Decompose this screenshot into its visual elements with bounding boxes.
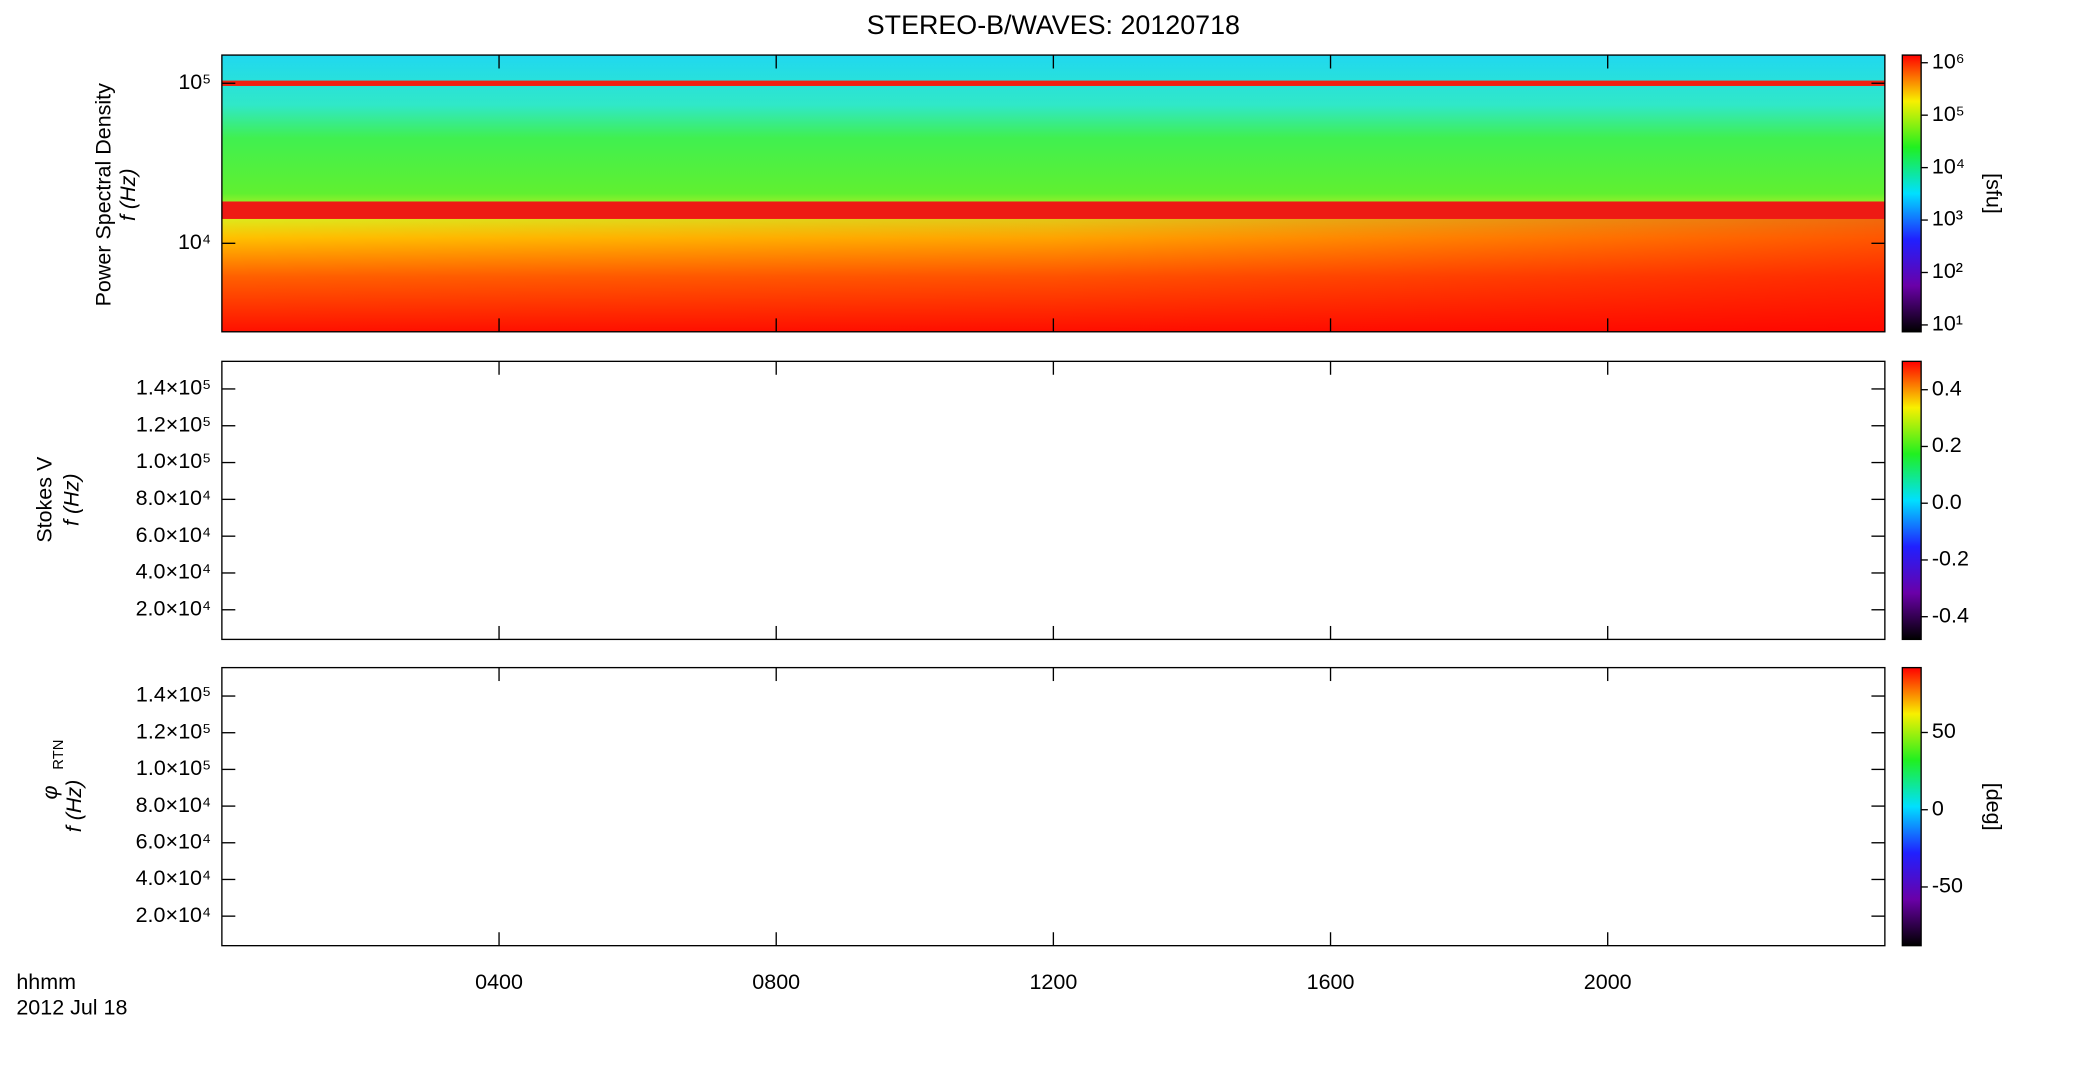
y-tick-label: 6.0×10⁴	[136, 829, 212, 853]
y-tick-label: 1.0×10⁵	[136, 756, 211, 780]
y-tick-label: 2.0×10⁴	[136, 596, 212, 620]
x-axis-label: hhmm	[16, 970, 76, 994]
colorbar-tick-label: 10³	[1932, 207, 1963, 231]
chart-title: STEREO-B/WAVES: 20120718	[867, 10, 1240, 40]
spectrogram	[221, 55, 1885, 332]
colorbar-tick-label: -0.4	[1932, 603, 1969, 627]
x-tick-label: 1200	[1029, 970, 1077, 994]
colorbar	[1901, 666, 1922, 947]
y-tick-label: 10⁴	[178, 230, 211, 254]
y-tick-label: 1.4×10⁵	[136, 683, 211, 707]
y-tick-label: 1.4×10⁵	[136, 376, 211, 400]
colorbar-label: [deg]	[1982, 783, 2006, 831]
colorbar-tick-label: 0.4	[1932, 376, 1962, 400]
colorbar-tick-label: 10⁶	[1932, 49, 1965, 73]
colorbar-tick-label: 10²	[1932, 259, 1963, 283]
y-tick-label: 4.0×10⁴	[136, 560, 212, 584]
y-tick-label: 6.0×10⁴	[136, 523, 212, 547]
x-tick-label: 0400	[475, 970, 523, 994]
colorbar	[1901, 54, 1922, 333]
x-tick-label: 1600	[1307, 970, 1355, 994]
y-label: f (Hz)	[116, 169, 140, 222]
y-label: f (Hz)	[59, 473, 83, 526]
colorbar-tick-label: 0.0	[1932, 490, 1962, 514]
colorbar-tick-label: 10¹	[1932, 312, 1963, 336]
x-tick-label: 0800	[752, 970, 800, 994]
x-tick-label: 2000	[1584, 970, 1632, 994]
colorbar-tick-label: 0	[1932, 796, 1944, 820]
y-label: f (Hz)	[62, 780, 86, 833]
y-tick-label: 8.0×10⁴	[136, 793, 212, 817]
emission-line	[221, 80, 1885, 86]
y-tick-label: 1.2×10⁵	[136, 412, 211, 436]
colorbar-tick-label: -50	[1932, 874, 1963, 898]
y-tick-label: 1.2×10⁵	[136, 719, 211, 743]
colorbar-tick-label: -0.2	[1932, 547, 1969, 571]
colorbar	[1901, 360, 1922, 641]
y-label: φ	[38, 786, 62, 800]
colorbar-tick-label: 0.2	[1932, 433, 1962, 457]
x-axis-label: 2012 Jul 18	[16, 995, 127, 1019]
colorbar-label: [sfu]	[1982, 173, 2006, 214]
y-tick-label: 8.0×10⁴	[136, 486, 212, 510]
y-tick-label: 1.0×10⁵	[136, 449, 211, 473]
y-label: Power Spectral Density	[92, 83, 116, 307]
y-tick-label: 10⁵	[178, 70, 211, 94]
y-tick-label: 2.0×10⁴	[136, 903, 212, 927]
y-tick-label: 4.0×10⁴	[136, 866, 212, 890]
y-label: Stokes V	[33, 456, 57, 543]
colorbar-tick-label: 10⁴	[1932, 154, 1965, 178]
spectrogram-shade	[221, 201, 1885, 332]
plot-frame	[221, 666, 1886, 947]
colorbar-tick-label: 50	[1932, 719, 1956, 743]
plot-frame	[221, 360, 1886, 641]
y-label-subscript: RTN	[51, 740, 67, 770]
emission-band	[221, 201, 1885, 219]
colorbar-tick-label: 10⁵	[1932, 102, 1965, 126]
